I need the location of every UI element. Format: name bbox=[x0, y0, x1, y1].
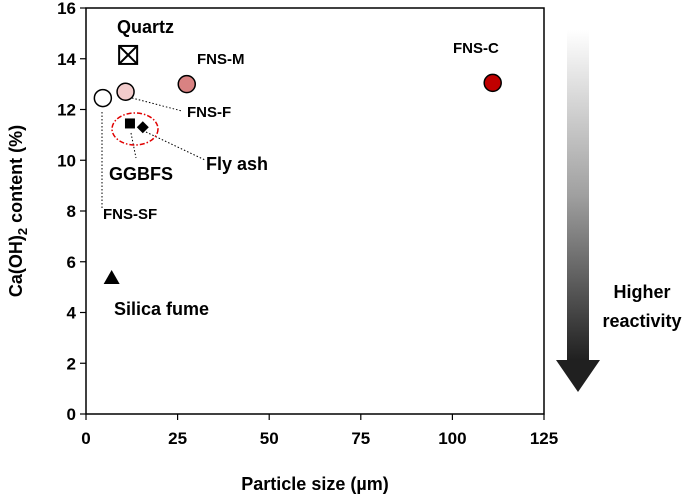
y-tick-label: 4 bbox=[67, 304, 77, 323]
x-tick-label: 25 bbox=[168, 429, 187, 448]
y-tick-label: 8 bbox=[67, 202, 76, 221]
label-quartz: Quartz bbox=[117, 17, 174, 37]
point-quartz bbox=[118, 44, 139, 65]
leader-ggbfs bbox=[130, 132, 137, 159]
x-tick-label: 50 bbox=[260, 429, 279, 448]
reactivity-label-line2: reactivity bbox=[602, 311, 681, 331]
y-tick-label: 2 bbox=[67, 354, 76, 373]
point-fns-f bbox=[116, 82, 135, 101]
label-silica-fume: Silica fume bbox=[114, 299, 209, 319]
reactivity-arrowhead bbox=[556, 360, 600, 392]
leader-fns-f bbox=[131, 97, 183, 112]
y-tick-label: 6 bbox=[67, 253, 76, 272]
label-fns-sf: FNS-SF bbox=[103, 206, 157, 223]
point-fns-c bbox=[483, 73, 502, 93]
y-tick-label: 10 bbox=[57, 151, 76, 170]
label-ggbfs: GGBFS bbox=[109, 164, 173, 184]
point-ggbfs bbox=[124, 118, 135, 129]
y-tick-label: 14 bbox=[57, 50, 76, 69]
point-fly-ash bbox=[136, 121, 149, 134]
y-tick-label: 16 bbox=[57, 0, 76, 18]
label-fly-ash: Fly ash bbox=[206, 154, 268, 174]
reactivity-label-line1: Higher bbox=[613, 282, 670, 302]
y-tick-label: 0 bbox=[67, 405, 76, 424]
point-silica-fume bbox=[103, 269, 120, 284]
x-tick-label: 75 bbox=[351, 429, 370, 448]
label-fns-c: FNS-C bbox=[453, 40, 499, 57]
label-fns-m: FNS-M bbox=[197, 51, 245, 68]
data-points bbox=[93, 44, 502, 284]
label-fns-f: FNS-F bbox=[187, 104, 231, 121]
y-axis: 0 2 4 6 8 10 12 14 16 bbox=[57, 0, 86, 424]
y-tick-label: 12 bbox=[57, 101, 76, 120]
point-fns-m bbox=[177, 74, 197, 94]
x-axis-title: Particle size (µm) bbox=[241, 474, 388, 494]
x-tick-label: 100 bbox=[438, 429, 466, 448]
reactivity-arrow bbox=[556, 30, 600, 392]
x-tick-label: 0 bbox=[81, 429, 90, 448]
x-tick-label: 125 bbox=[530, 429, 558, 448]
y-axis-title: Ca(OH)2 content (%) bbox=[6, 125, 30, 297]
highlight-ellipse bbox=[111, 112, 159, 146]
point-fns-sf bbox=[93, 88, 113, 108]
x-axis: 0 25 50 75 100 125 bbox=[81, 414, 558, 448]
reactivity-bar bbox=[567, 30, 589, 360]
